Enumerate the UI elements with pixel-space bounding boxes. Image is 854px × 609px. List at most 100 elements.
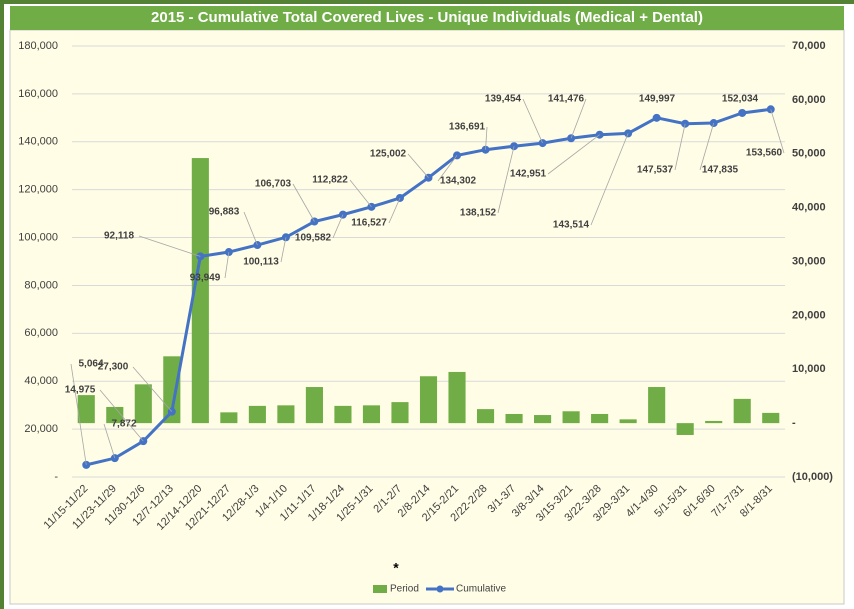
y-tick-label: 140,000 [18,136,58,148]
leader-line [103,423,116,459]
y-tick-label: 80,000 [24,279,58,291]
legend-label: Cumulative [456,584,506,595]
y2-tick-label: 20,000 [792,309,826,321]
bar [562,411,580,424]
y2-tick-label: 10,000 [792,363,826,375]
bar [362,405,381,424]
data-label: 138,152 [460,208,497,219]
data-label: 141,476 [548,94,585,105]
bar [391,402,409,424]
y-tick-label: 180,000 [18,40,58,52]
leader-line [349,179,372,208]
leader-line [132,366,173,412]
annotation: * [393,560,399,576]
bar [134,384,152,424]
leader-line [590,133,629,226]
data-label: 106,703 [255,179,292,190]
bar [220,412,238,424]
bar [448,371,466,424]
leader-line [292,183,315,222]
data-label: 125,002 [370,149,407,160]
bar [534,415,552,424]
leader-line [699,122,715,171]
y-tick-label: 20,000 [24,423,58,435]
legend-label: Period [390,584,419,595]
y-tick-label: 60,000 [24,327,58,339]
y-tick-label: - [54,471,58,483]
point [738,108,747,117]
y2-tick-label: - [792,417,796,429]
leader-line [70,363,87,465]
data-label: 134,302 [440,176,477,187]
top-band [0,0,854,4]
leader-line [280,237,287,263]
data-label: 136,691 [449,122,486,133]
leader-line [485,126,488,150]
y2-tick-label: 40,000 [792,202,826,214]
data-label: 92,118 [104,231,134,242]
y-tick-label: 100,000 [18,231,58,243]
data-label: 147,835 [702,165,739,176]
left-band [0,0,4,609]
data-label: 7,872 [111,419,136,430]
data-label: 109,582 [295,233,332,244]
legend-swatch [373,585,387,593]
data-label: 149,997 [639,94,676,105]
bar [248,405,266,424]
bar [476,409,495,424]
leader-line [243,211,258,246]
leader-line [674,123,686,171]
data-label: 143,514 [553,220,590,231]
y-tick-label: 120,000 [18,184,58,196]
bar [419,376,438,424]
y-tick-label: 160,000 [18,88,58,100]
leader-line [99,389,144,442]
bar [591,413,609,424]
data-label: 116,527 [351,218,387,229]
leader-line [770,109,785,154]
leader-line [138,235,201,257]
data-label: 5,064 [78,359,103,370]
y2-tick-label: (10,000) [792,471,833,483]
bar [648,387,666,424]
leader-line [522,98,543,144]
y2-tick-label: 50,000 [792,148,826,160]
chart-title: 2015 - Cumulative Total Covered Lives - … [151,9,703,26]
leader-line [388,197,401,224]
data-label: 14,975 [65,385,96,396]
data-label: 27,300 [98,362,129,373]
legend-swatch [436,585,444,593]
data-label: 139,454 [485,94,522,105]
leader-line [497,146,515,214]
data-label: 153,560 [746,148,783,159]
bar [277,405,295,424]
point [652,113,661,122]
y2-tick-label: 70,000 [792,40,826,52]
data-label: 152,034 [722,94,759,105]
data-label: 142,951 [510,169,547,180]
data-label: 100,113 [243,257,279,268]
y2-tick-label: 30,000 [792,255,826,267]
plot-frame [9,29,845,605]
leader-line [332,214,344,239]
bar [619,419,637,424]
bar [505,413,523,424]
bar [191,158,209,424]
leader-line [437,155,458,182]
bar [77,395,95,424]
data-label: 93,949 [190,273,221,284]
bar [705,420,723,424]
leader-line [547,134,600,175]
title-bar [10,6,844,30]
leader-line [570,98,587,139]
y-tick-label: 40,000 [24,375,58,387]
bar [762,412,780,424]
data-label: 112,822 [312,175,348,186]
bar [305,387,323,424]
bar [106,406,124,424]
data-label: 96,883 [209,207,240,218]
leader-line [224,251,230,279]
data-label: 147,537 [637,165,674,176]
bar [733,398,751,424]
